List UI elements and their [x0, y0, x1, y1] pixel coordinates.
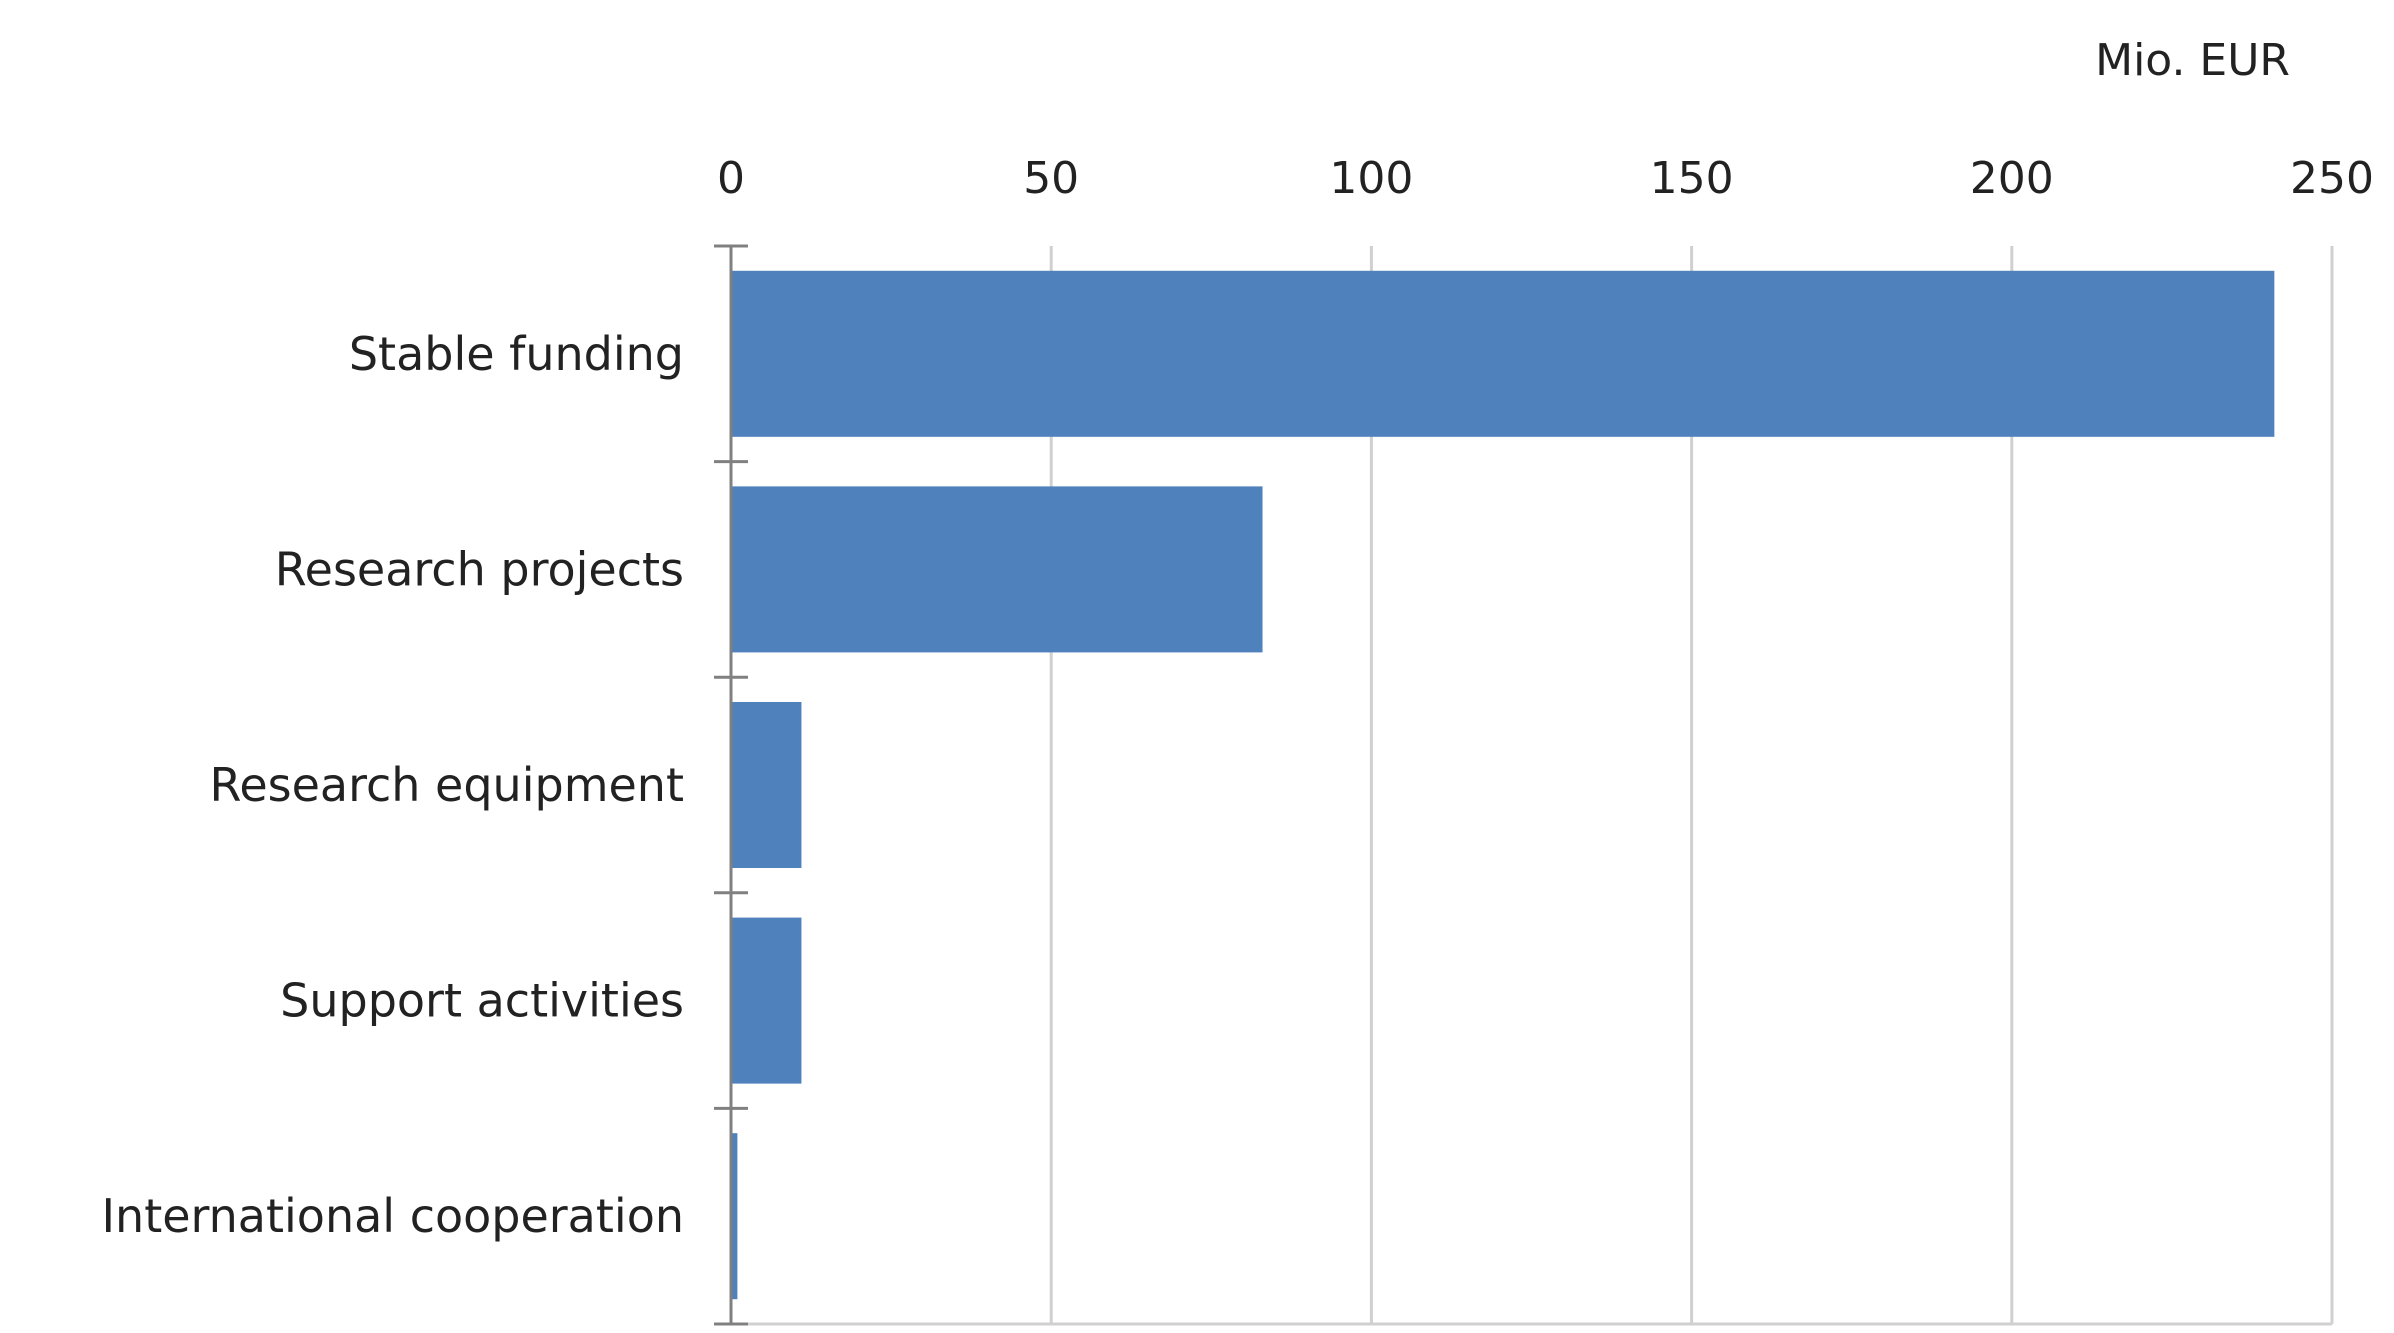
- x-axis-unit-label: Mio. EUR: [2095, 35, 2290, 86]
- y-axis: [714, 244, 748, 1326]
- x-tick-label: 250: [2290, 153, 2374, 204]
- x-tick-label: 200: [1970, 153, 2054, 204]
- x-tick-label: 100: [1329, 153, 1413, 204]
- category-labels: Stable funding Research projects Research …: [101, 327, 684, 1243]
- category-label: International cooperation: [101, 1189, 684, 1243]
- x-axis-tick-labels: 0 50 100 150 200 250: [717, 153, 2374, 204]
- bar: [731, 486, 1263, 653]
- x-tick-label: 150: [1650, 153, 1734, 204]
- bar: [731, 917, 802, 1084]
- category-label: Research equipment: [209, 758, 684, 812]
- bar: [731, 270, 2275, 437]
- bar: [731, 1133, 738, 1300]
- bar: [731, 701, 802, 869]
- category-label: Research projects: [275, 542, 684, 596]
- x-tick-label: 50: [1023, 153, 1079, 204]
- x-tick-label: 0: [717, 153, 745, 204]
- category-label: Stable funding: [349, 327, 684, 381]
- category-label: Support activities: [280, 974, 684, 1028]
- bars: [731, 270, 2275, 1300]
